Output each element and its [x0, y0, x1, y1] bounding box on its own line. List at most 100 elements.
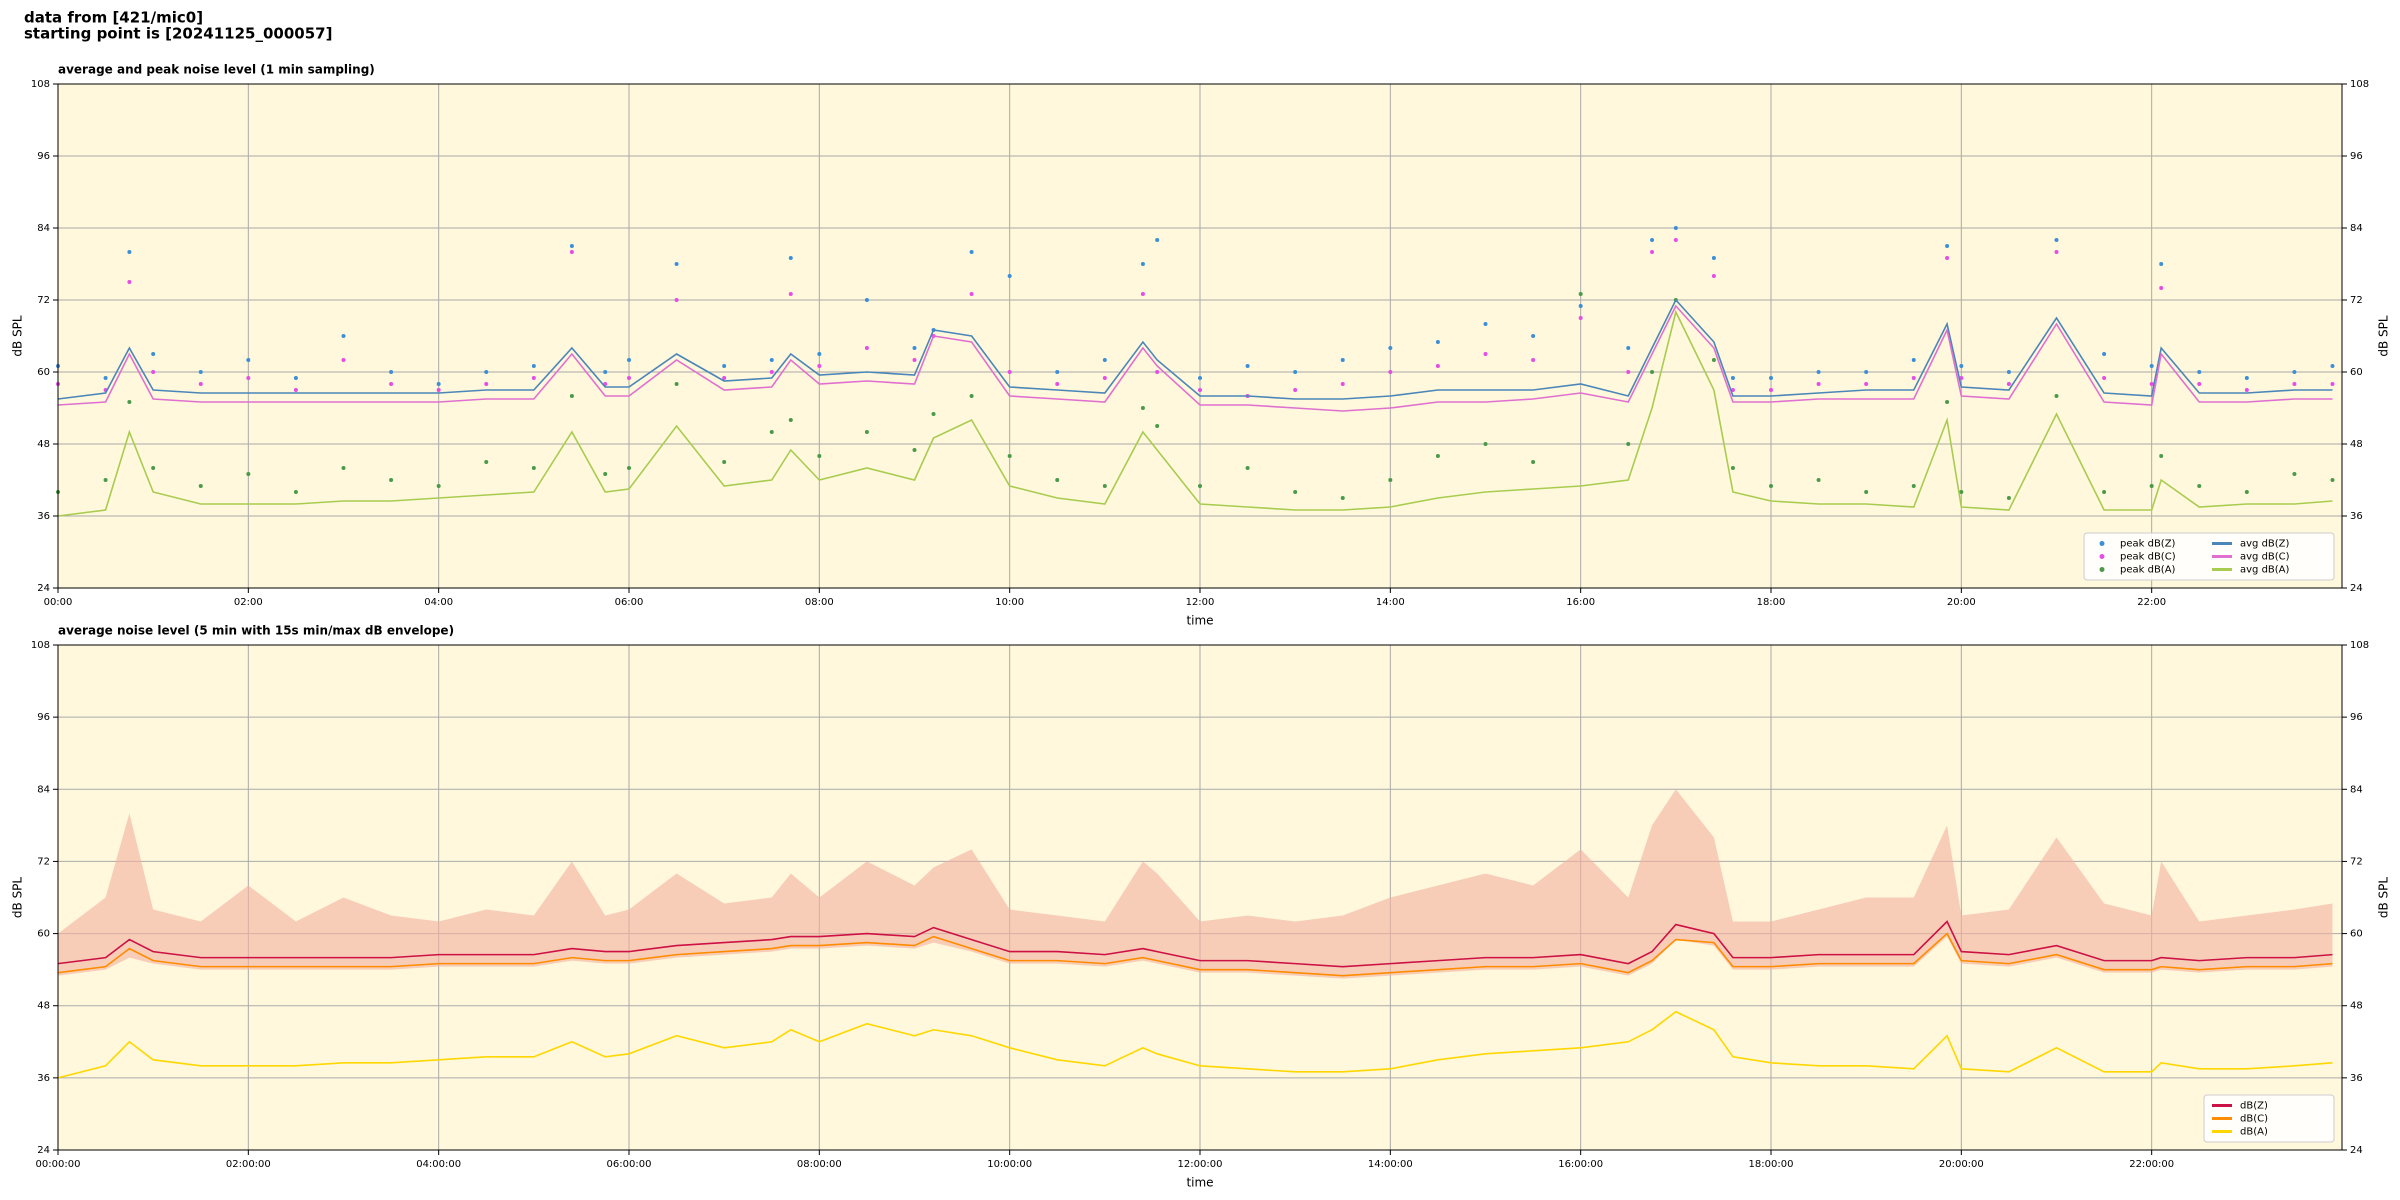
y-tick-label: 72 [2350, 295, 2363, 306]
peak-marker [484, 460, 489, 464]
peak-marker [2054, 394, 2059, 398]
y-tick-label: 60 [37, 929, 50, 940]
peak-marker [627, 358, 631, 362]
peak-marker [293, 376, 298, 380]
peak-marker [1483, 352, 1488, 356]
peak-marker [1198, 388, 1202, 392]
peak-marker [1140, 292, 1145, 296]
peak-marker [2102, 352, 2107, 356]
x-tick-label: 08:00 [805, 597, 834, 608]
x-tick-label: 02:00:00 [226, 1159, 271, 1170]
peak-marker [198, 484, 203, 488]
y-tick-label: 84 [2350, 223, 2363, 234]
series-line [57, 932, 2333, 977]
peak-marker [2006, 370, 2011, 374]
peak-marker [293, 490, 298, 494]
peak-marker [389, 478, 394, 482]
y-tick-label: 60 [2350, 929, 2363, 940]
header-line: data from [421/mic0] [24, 9, 203, 27]
plot-area [56, 226, 2335, 517]
peak-marker [1293, 370, 1298, 374]
peak-marker [2054, 238, 2059, 242]
peak-marker [1711, 274, 1716, 278]
peak-marker [864, 430, 869, 434]
y-tick-label: 48 [2350, 439, 2363, 450]
peak-marker [1435, 454, 1440, 458]
peak-marker [722, 364, 727, 368]
peak-marker [769, 430, 774, 434]
peak-marker [1102, 358, 1107, 362]
chart-title: average and peak noise level (1 min samp… [58, 63, 375, 77]
peak-marker [1293, 490, 1298, 494]
peak-marker [817, 352, 822, 356]
peak-marker [1531, 358, 1536, 362]
x-tick-label: 22:00:00 [2129, 1159, 2174, 1170]
peak-marker [436, 484, 441, 488]
peak-marker [1388, 370, 1393, 374]
peak-marker [389, 370, 394, 374]
peak-marker [769, 358, 774, 362]
chart-title: average noise level (5 min with 15s min/… [58, 624, 454, 638]
peak-marker [246, 358, 251, 362]
peak-marker [569, 394, 574, 398]
peak-marker [341, 358, 346, 362]
y-tick-label: 24 [2350, 1145, 2363, 1156]
peak-marker [1102, 376, 1107, 380]
peak-marker [817, 364, 822, 368]
peak-marker [246, 376, 251, 380]
peak-marker [341, 466, 346, 470]
x-tick-label: 00:00 [44, 597, 73, 608]
y-tick-label: 36 [2350, 511, 2363, 522]
peak-marker [1945, 400, 1950, 404]
peak-marker [912, 346, 917, 350]
y-tick-label: 60 [2350, 367, 2363, 378]
y-tick-label: 96 [2350, 151, 2363, 162]
peak-marker [531, 466, 536, 470]
y-tick-label: 24 [2350, 583, 2363, 594]
peak-marker [341, 334, 346, 338]
peak-marker [1945, 256, 1950, 260]
peak-marker [1959, 490, 1964, 494]
y-tick-label: 36 [2350, 1073, 2363, 1084]
peak-marker [127, 250, 132, 254]
peak-marker [1864, 382, 1869, 386]
legend-marker [2099, 554, 2105, 559]
x-tick-label: 04:00 [424, 597, 453, 608]
peak-marker [2159, 262, 2164, 266]
peak-marker [1388, 346, 1393, 350]
peak-marker [769, 370, 774, 374]
peak-marker [1945, 244, 1950, 248]
peak-marker [674, 382, 679, 386]
peak-marker [2006, 382, 2011, 386]
peak-marker [1911, 358, 1916, 362]
y-tick-label: 108 [2350, 79, 2369, 90]
y-axis-label: dB SPL [11, 315, 25, 357]
peak-marker [2054, 250, 2059, 254]
y-tick-label: 84 [37, 784, 50, 795]
peak-marker [817, 454, 822, 458]
peak-marker [2149, 382, 2154, 386]
peak-marker [1055, 382, 1060, 386]
peak-marker [1055, 478, 1060, 482]
peak-marker [1911, 376, 1916, 380]
y-tick-label: 24 [37, 1145, 50, 1156]
peak-marker [1155, 370, 1160, 374]
x-tick-label: 06:00:00 [607, 1159, 652, 1170]
peak-marker [103, 376, 108, 380]
legend-label: peak dB(C) [2120, 552, 2176, 563]
peak-marker [1340, 358, 1345, 362]
peak-marker [1531, 460, 1536, 464]
plot-frame [57, 83, 2343, 589]
legend-marker [2099, 541, 2105, 546]
peak-marker [788, 292, 793, 296]
peak-marker [1816, 478, 1821, 482]
peak-marker [1531, 334, 1536, 338]
peak-marker [151, 352, 156, 356]
peak-marker [2149, 484, 2154, 488]
peak-marker [674, 262, 679, 266]
y-tick-label: 108 [2350, 640, 2369, 651]
legend-box [2203, 1094, 2335, 1143]
legend-marker [2099, 567, 2105, 572]
